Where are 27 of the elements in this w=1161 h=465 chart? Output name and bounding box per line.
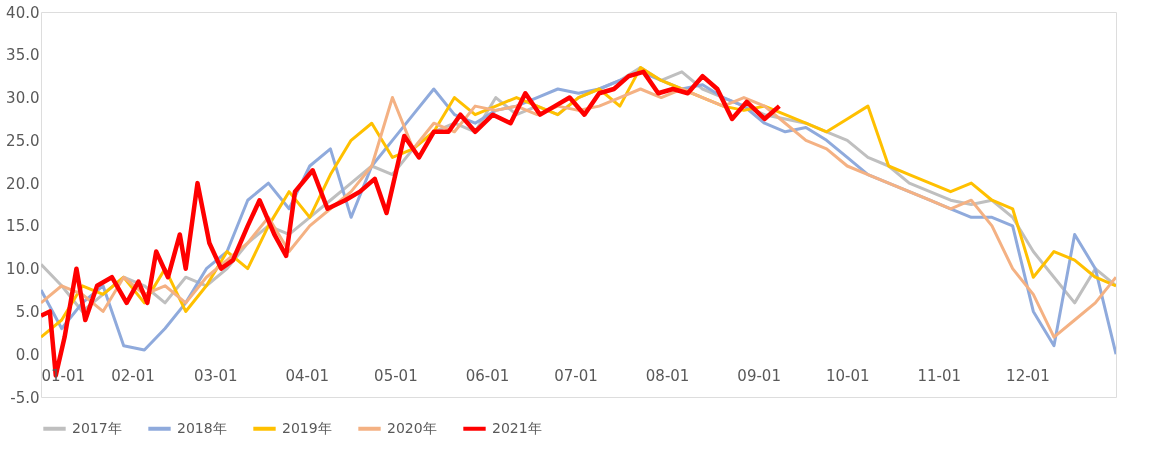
y-tick-label: -5.0 [10, 388, 40, 407]
y-tick-label: 30.0 [6, 89, 40, 108]
x-tick-label: 12-01 [1006, 366, 1050, 385]
legend-label: 2019年 [282, 419, 332, 436]
x-tick-label: 03-01 [193, 366, 238, 385]
y-tick-label: 5.0 [15, 302, 40, 321]
y-tick-label: 25.0 [6, 131, 40, 150]
y-tick-label: 0.0 [15, 345, 40, 364]
legend-label: 2018年 [177, 419, 227, 436]
y-tick-label: 10.0 [6, 260, 40, 279]
y-tick-label: 15.0 [6, 217, 40, 236]
x-tick-label: 04-01 [285, 366, 330, 385]
x-tick-label: 10-01 [825, 366, 870, 385]
legend-label: 2017年 [72, 419, 122, 436]
x-tick-label: 02-01 [111, 366, 155, 385]
x-tick-label: 07-01 [554, 366, 598, 385]
y-tick-label: 20.0 [6, 174, 40, 193]
x-tick-label: 11-01 [917, 366, 962, 385]
y-tick-label: 40.0 [6, 3, 40, 22]
x-tick-label: 08-01 [645, 366, 690, 385]
y-tick-label: 35.0 [6, 46, 40, 65]
legend-label: 2021年 [492, 419, 542, 436]
x-tick-label: 05-01 [374, 366, 418, 385]
legend-label: 2020年 [387, 419, 437, 436]
x-tick-label: 01-01 [41, 366, 86, 385]
x-tick-label: 06-01 [465, 366, 510, 385]
x-tick-label: 09-01 [737, 366, 781, 385]
